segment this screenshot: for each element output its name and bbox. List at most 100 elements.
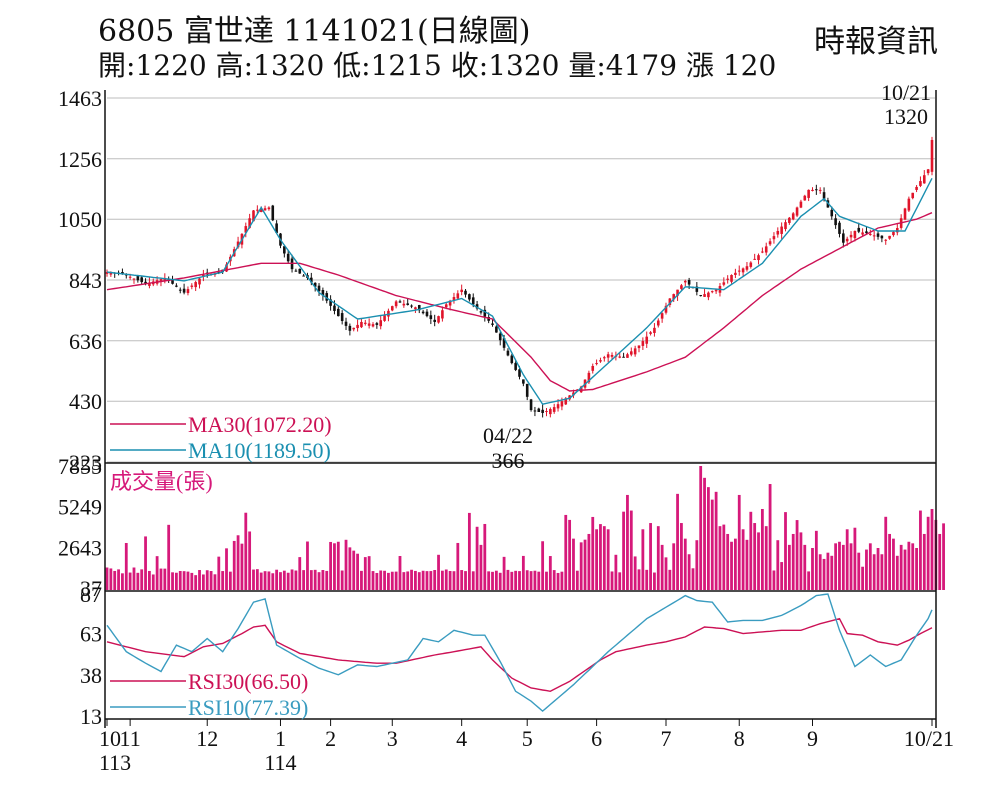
volume-bar — [325, 570, 329, 590]
candle-body — [849, 234, 853, 238]
candle-body — [414, 307, 417, 310]
volume-bar — [421, 570, 425, 590]
candle-body — [425, 311, 429, 317]
candle-body — [159, 279, 163, 282]
candle-body — [356, 324, 359, 329]
candle-body — [275, 223, 278, 233]
volume-bar — [922, 533, 926, 590]
candle-body — [452, 297, 456, 300]
volume-bar — [514, 570, 518, 590]
candle-body — [367, 323, 371, 326]
candle-body — [437, 316, 440, 323]
volume-bar — [148, 570, 151, 590]
volume-bar — [649, 523, 652, 590]
volume-bar — [938, 533, 942, 590]
candle-body — [911, 192, 915, 199]
volume-bar — [568, 519, 572, 590]
rsi-tick-label: 87 — [80, 582, 102, 607]
candle-body — [286, 253, 290, 262]
volume-bar — [707, 487, 710, 590]
candle-body — [649, 332, 652, 334]
volume-bar — [248, 531, 252, 590]
candle-body — [919, 181, 922, 186]
candle-body — [518, 369, 521, 377]
volume-bar — [259, 572, 263, 590]
candle-body — [178, 289, 182, 291]
volume-tick-label: 2643 — [58, 535, 102, 560]
x-tick-label: 1 — [275, 726, 286, 751]
volume-bar — [201, 574, 205, 590]
data-source-label: 時報資訊 — [814, 24, 938, 60]
volume-bar — [926, 516, 930, 590]
candlesticks — [105, 136, 934, 418]
candle-body — [656, 320, 660, 326]
price-tick-label: 430 — [69, 389, 102, 414]
volume-bar — [803, 544, 807, 590]
volume-bar — [333, 543, 336, 590]
volume-bar — [749, 511, 753, 590]
volume-bar — [533, 570, 537, 590]
candle-body — [610, 355, 614, 357]
candle-body — [510, 355, 514, 364]
volume-bar — [213, 574, 217, 590]
volume-bar — [506, 569, 510, 590]
volume-bar — [645, 569, 649, 590]
volume-bar — [194, 575, 198, 590]
volume-bar — [117, 569, 120, 590]
volume-bar — [633, 556, 637, 590]
volume-bar — [726, 533, 730, 590]
volume-bar — [460, 570, 464, 590]
volume-bar — [467, 512, 471, 590]
volume-bar — [807, 571, 811, 590]
candle-body — [144, 281, 147, 284]
volume-bar — [329, 541, 332, 590]
volume-bar — [306, 541, 309, 590]
candle-body — [537, 408, 541, 412]
x-year-label: 113 — [99, 750, 131, 775]
candle-body — [352, 327, 356, 330]
indicator-lines — [106, 177, 933, 713]
volume-bar — [853, 527, 857, 590]
rsi-legend-label: RSI30(66.50) — [188, 669, 308, 694]
candle-body — [707, 292, 710, 298]
candle-body — [533, 410, 537, 412]
candle-body — [795, 207, 799, 216]
candle-body — [325, 293, 329, 301]
volume-bar — [521, 555, 525, 590]
candle-body — [807, 189, 810, 198]
candle-body — [171, 279, 174, 284]
rsi-tick-label: 63 — [80, 622, 102, 647]
candle-body — [460, 289, 463, 293]
candle-body — [853, 230, 857, 239]
candle-body — [429, 315, 433, 320]
volume-bar — [733, 538, 737, 590]
candle-body — [764, 246, 768, 253]
volume-bar — [653, 572, 656, 590]
volume-bar — [444, 569, 448, 590]
volume-bar — [429, 571, 433, 590]
volume-bar — [626, 494, 629, 590]
candle-body — [815, 189, 818, 191]
candle-body — [784, 222, 787, 230]
volume-bar — [294, 570, 298, 590]
ma10-line — [106, 177, 933, 405]
volume-bar — [313, 569, 317, 590]
volume-bar — [140, 569, 144, 590]
candle-body — [529, 399, 533, 411]
candle-body — [514, 362, 517, 370]
candle-body — [475, 304, 479, 309]
volume-bar — [552, 570, 556, 590]
volume-bar — [398, 556, 402, 590]
candle-body — [344, 321, 348, 326]
volume-bar — [371, 571, 375, 590]
candle-body — [865, 231, 868, 234]
volume-bar — [255, 569, 259, 590]
candle-body — [271, 205, 275, 221]
candle-body — [869, 233, 872, 236]
volume-bar — [830, 555, 834, 590]
candle-body — [552, 407, 556, 412]
x-tick-label: 9 — [807, 726, 818, 751]
volume-bars — [105, 466, 945, 590]
volume-bar — [356, 553, 359, 590]
